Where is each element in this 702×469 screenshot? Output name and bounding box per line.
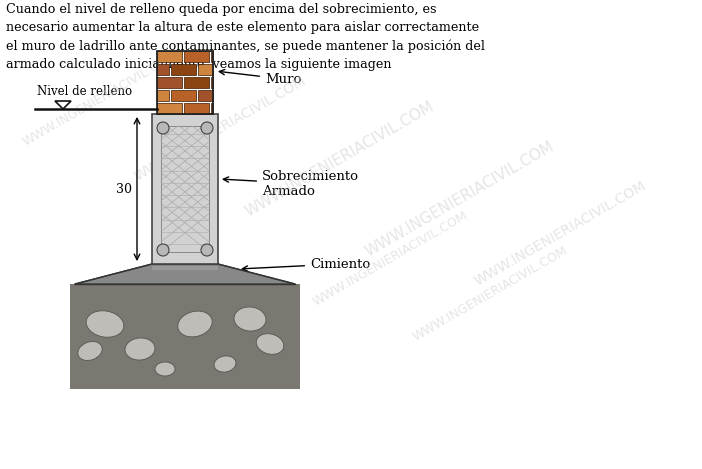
Bar [157, 51, 182, 62]
Text: WWW.INGENIERIACIVIL.COM: WWW.INGENIERIACIVIL.COM [20, 49, 180, 149]
Bar [211, 77, 213, 88]
Polygon shape [75, 264, 295, 284]
Bar [152, 264, 218, 270]
Ellipse shape [178, 311, 212, 337]
Bar [171, 64, 196, 75]
Circle shape [157, 244, 169, 256]
Bar [198, 90, 213, 101]
Bar [161, 126, 209, 252]
Text: WWW.INGENIERIACIVIL.COM: WWW.INGENIERIACIVIL.COM [132, 74, 308, 184]
Text: WWW.INGENIERIACIVIL.COM: WWW.INGENIERIACIVIL.COM [310, 209, 470, 309]
Circle shape [201, 244, 213, 256]
Text: Cuando el nivel de relleno queda por encima del sobrecimiento, es
necesario aume: Cuando el nivel de relleno queda por enc… [6, 3, 485, 71]
Ellipse shape [78, 341, 102, 361]
Text: 30: 30 [116, 182, 132, 196]
Ellipse shape [256, 333, 284, 354]
Bar [171, 90, 196, 101]
Circle shape [157, 122, 169, 134]
Bar [157, 103, 182, 114]
Bar [184, 77, 209, 88]
Ellipse shape [125, 338, 155, 360]
Bar [184, 103, 209, 114]
Ellipse shape [214, 356, 236, 372]
Ellipse shape [86, 311, 124, 337]
Bar [157, 51, 213, 114]
Bar [70, 284, 300, 389]
Bar [211, 51, 213, 62]
Text: WWW.INGENIERIACIVIL.COM: WWW.INGENIERIACIVIL.COM [363, 138, 557, 259]
Text: WWW.INGENIERIACIVIL.COM: WWW.INGENIERIACIVIL.COM [410, 244, 570, 344]
Text: Nivel de relleno: Nivel de relleno [37, 85, 132, 98]
Text: Muro: Muro [219, 69, 301, 85]
Bar [152, 114, 218, 264]
Bar [211, 103, 213, 114]
Bar [157, 90, 169, 101]
Bar [157, 77, 182, 88]
Text: WWW.INGENIERIACIVIL.COM: WWW.INGENIERIACIVIL.COM [472, 179, 649, 289]
Bar [198, 64, 213, 75]
Text: WWW.INGENIERIACIVIL.COM: WWW.INGENIERIACIVIL.COM [243, 98, 437, 219]
Bar [157, 64, 169, 75]
Text: Sobrecimiento
Armado: Sobrecimiento Armado [223, 170, 359, 198]
Circle shape [201, 122, 213, 134]
Bar [184, 51, 209, 62]
Text: Cimiento: Cimiento [242, 257, 370, 271]
Ellipse shape [155, 362, 175, 376]
Ellipse shape [234, 307, 266, 331]
